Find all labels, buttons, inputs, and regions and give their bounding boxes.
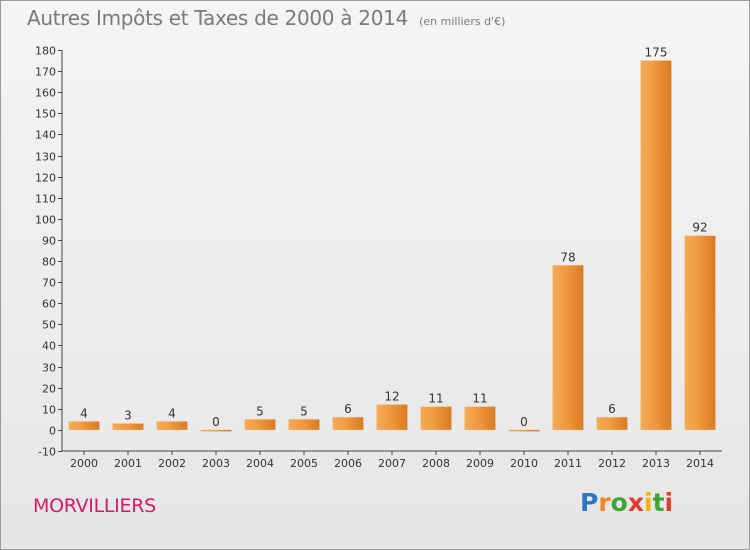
bar — [244, 419, 276, 430]
x-tick-label: 2000 — [70, 457, 98, 470]
x-tick-label: 2003 — [202, 457, 230, 470]
bar — [640, 60, 672, 430]
bar-value-label: 78 — [560, 250, 575, 264]
bar — [464, 406, 496, 430]
x-tick-label: 2005 — [290, 457, 318, 470]
bar-value-label: 175 — [645, 46, 668, 60]
bar — [596, 417, 628, 430]
proxiti-logo: Proxiti — [580, 488, 673, 517]
y-tick-label: -10 — [38, 446, 56, 459]
x-tick-label: 2008 — [422, 457, 450, 470]
logo-letter: x — [627, 488, 644, 517]
x-tick-label: 2011 — [554, 457, 582, 470]
logo-letter: r — [598, 488, 611, 517]
bar — [332, 417, 364, 430]
x-tick-label: 2007 — [378, 457, 406, 470]
plot-area: -100102030405060708090100110120130140150… — [35, 45, 722, 470]
y-tick-label: 150 — [35, 108, 56, 121]
bar-value-label: 11 — [428, 392, 443, 406]
location-name: MORVILLIERS — [33, 495, 156, 517]
y-tick-label: 120 — [35, 172, 56, 185]
x-tick-label: 2014 — [686, 457, 714, 470]
bar-value-label: 5 — [300, 404, 308, 418]
x-tick-label: 2002 — [158, 457, 186, 470]
y-tick-label: 70 — [42, 277, 56, 290]
y-tick-label: 160 — [35, 87, 56, 100]
y-tick-label: 30 — [42, 362, 56, 375]
y-tick-label: 20 — [42, 383, 56, 396]
bar-value-label: 3 — [124, 409, 132, 423]
bar-value-label: 6 — [608, 402, 616, 416]
y-tick-label: 180 — [35, 45, 56, 58]
title-row: Autres Impôts et Taxes de 2000 à 2014 (e… — [27, 6, 505, 30]
x-tick-label: 2013 — [642, 457, 670, 470]
bar — [684, 235, 716, 430]
x-tick-label: 2006 — [334, 457, 362, 470]
bar — [420, 406, 452, 430]
bar — [68, 421, 100, 430]
y-tick-label: 40 — [42, 340, 56, 353]
y-tick-label: 110 — [35, 193, 56, 206]
bar-value-label: 4 — [80, 406, 88, 420]
y-tick-label: 80 — [42, 256, 56, 269]
bar-value-label: 0 — [212, 415, 220, 429]
logo-letter: i — [644, 488, 653, 517]
x-tick-label: 2009 — [466, 457, 494, 470]
y-tick-label: 0 — [49, 425, 56, 438]
bar — [508, 429, 540, 432]
x-tick-label: 2010 — [510, 457, 538, 470]
y-tick-label: 90 — [42, 235, 56, 248]
logo-letter: i — [664, 488, 674, 517]
y-tick-label: 130 — [35, 151, 56, 164]
bar-value-label: 92 — [692, 221, 707, 235]
x-tick-label: 2001 — [114, 457, 142, 470]
chart-subtitle: (en milliers d'€) — [419, 15, 506, 28]
logo-letter: t — [652, 488, 665, 517]
bar-value-label: 0 — [520, 415, 528, 429]
logo-letter: P — [580, 488, 599, 517]
bar-value-label: 5 — [256, 404, 264, 418]
bar — [156, 421, 188, 430]
logo-letter: o — [610, 488, 628, 517]
y-tick-label: 10 — [42, 404, 56, 417]
chart-title: Autres Impôts et Taxes de 2000 à 2014 — [27, 6, 408, 30]
bar-value-label: 12 — [384, 390, 399, 404]
bar — [200, 429, 232, 432]
y-tick-label: 50 — [42, 319, 56, 332]
bar — [112, 423, 144, 430]
x-tick-label: 2012 — [598, 457, 626, 470]
bar — [552, 265, 584, 430]
bar — [288, 419, 320, 430]
bar — [376, 404, 408, 430]
bar-value-label: 4 — [168, 406, 176, 420]
y-tick-label: 140 — [35, 129, 56, 142]
y-tick-label: 170 — [35, 66, 56, 79]
x-tick-label: 2004 — [246, 457, 274, 470]
y-tick-label: 100 — [35, 214, 56, 227]
bar-value-label: 11 — [472, 392, 487, 406]
y-tick-label: 60 — [42, 298, 56, 311]
bar-value-label: 6 — [344, 402, 352, 416]
